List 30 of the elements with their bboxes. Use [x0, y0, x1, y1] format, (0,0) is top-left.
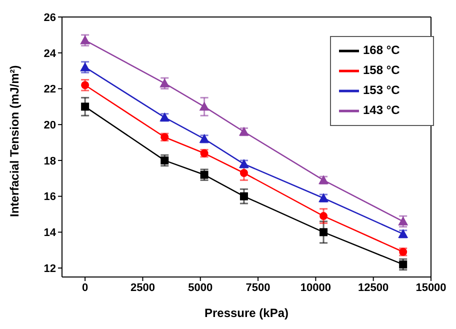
y-tick-label: 12 — [44, 262, 56, 275]
point — [398, 216, 408, 226]
y-tick-label: 22 — [44, 84, 56, 96]
x-tick-label: 7500 — [246, 282, 270, 294]
point — [399, 260, 408, 268]
legend-label: 158 °C — [363, 63, 400, 78]
point — [320, 212, 328, 220]
point — [199, 102, 210, 111]
point — [160, 156, 169, 164]
x-axis-title: Pressure (kPa) — [204, 306, 289, 320]
y-tick-label: 16 — [44, 191, 56, 204]
x-tick-label: 12500 — [358, 282, 389, 294]
x-tick-label: 0 — [82, 282, 88, 294]
x-tick-label: 5000 — [188, 282, 213, 294]
point — [240, 192, 248, 200]
legend-label: 143 °C — [363, 103, 400, 118]
y-tick-label: 18 — [44, 155, 56, 168]
point — [320, 228, 328, 236]
y-tick-label: 20 — [44, 119, 56, 132]
y-axis-title: Interfacial Tension (mJ/m²) — [7, 65, 22, 217]
legend-label: 153 °C — [363, 83, 400, 98]
y-tick-label: 24 — [44, 48, 57, 60]
y-tick-label: 26 — [44, 12, 56, 24]
x-tick-label: 15000 — [416, 282, 446, 294]
x-tick-label: 10000 — [300, 282, 331, 294]
x-tick-label: 2500 — [130, 282, 155, 294]
legend-label: 168 °C — [363, 43, 400, 58]
y-tick-label: 14 — [44, 227, 57, 240]
point — [240, 169, 248, 177]
point — [81, 102, 90, 111]
